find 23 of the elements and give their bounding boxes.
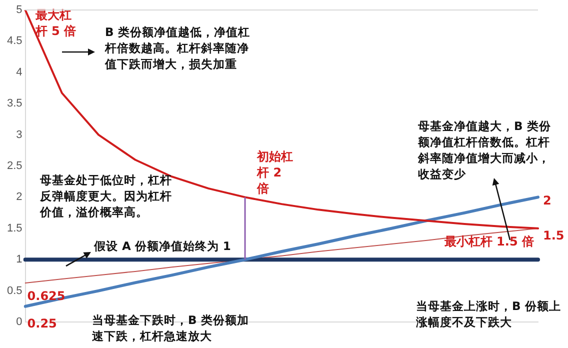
y-tick-label: 1.5 xyxy=(6,222,22,234)
annotation: 母基金处于低位时，杠杆反弹幅度更大。因为杠杆价值，溢价概率高。 xyxy=(40,172,173,220)
annotation: B 类份额净值越低，净值杠杆倍数越高。杠杆斜率随净值下跌而增大，损失加重 xyxy=(105,24,251,72)
y-tick-label: 4 xyxy=(16,66,22,78)
data-label: 0.625 xyxy=(27,289,66,304)
y-tick-label: 0 xyxy=(16,316,22,328)
y-tick-label: 3 xyxy=(16,128,22,141)
annotation: 当母基金下跌时，B 类份额加速下跌，杠杆急速放大 xyxy=(92,312,250,344)
y-tick-label: 2 xyxy=(16,191,22,204)
y-tick-label: 2.5 xyxy=(6,160,22,172)
y-tick-label: 3.5 xyxy=(6,98,22,110)
data-label: 0.25 xyxy=(27,316,57,331)
y-tick-label: 0.5 xyxy=(6,284,22,297)
data-label: 2 xyxy=(543,193,552,208)
data-label: 最小杠杆 1.5 倍 xyxy=(443,234,534,249)
y-tick-label: 4.5 xyxy=(6,35,22,48)
data-label: 1.5 xyxy=(543,228,564,243)
annotation: 母基金净值越大，B 类份额净值杠杆倍数低。杠杆斜率随净值增大而减小，收益变少 xyxy=(418,118,552,182)
annotation: 当母基金上涨时，B 份额上涨幅度不及下跌大 xyxy=(416,298,561,330)
data-label: 初始杠杆 2 倍 xyxy=(256,149,294,196)
y-tick-label: 5 xyxy=(16,4,22,16)
annotation: 假设 A 份额净值始终为 1 xyxy=(94,238,232,254)
y-tick-label: 1 xyxy=(16,254,22,266)
